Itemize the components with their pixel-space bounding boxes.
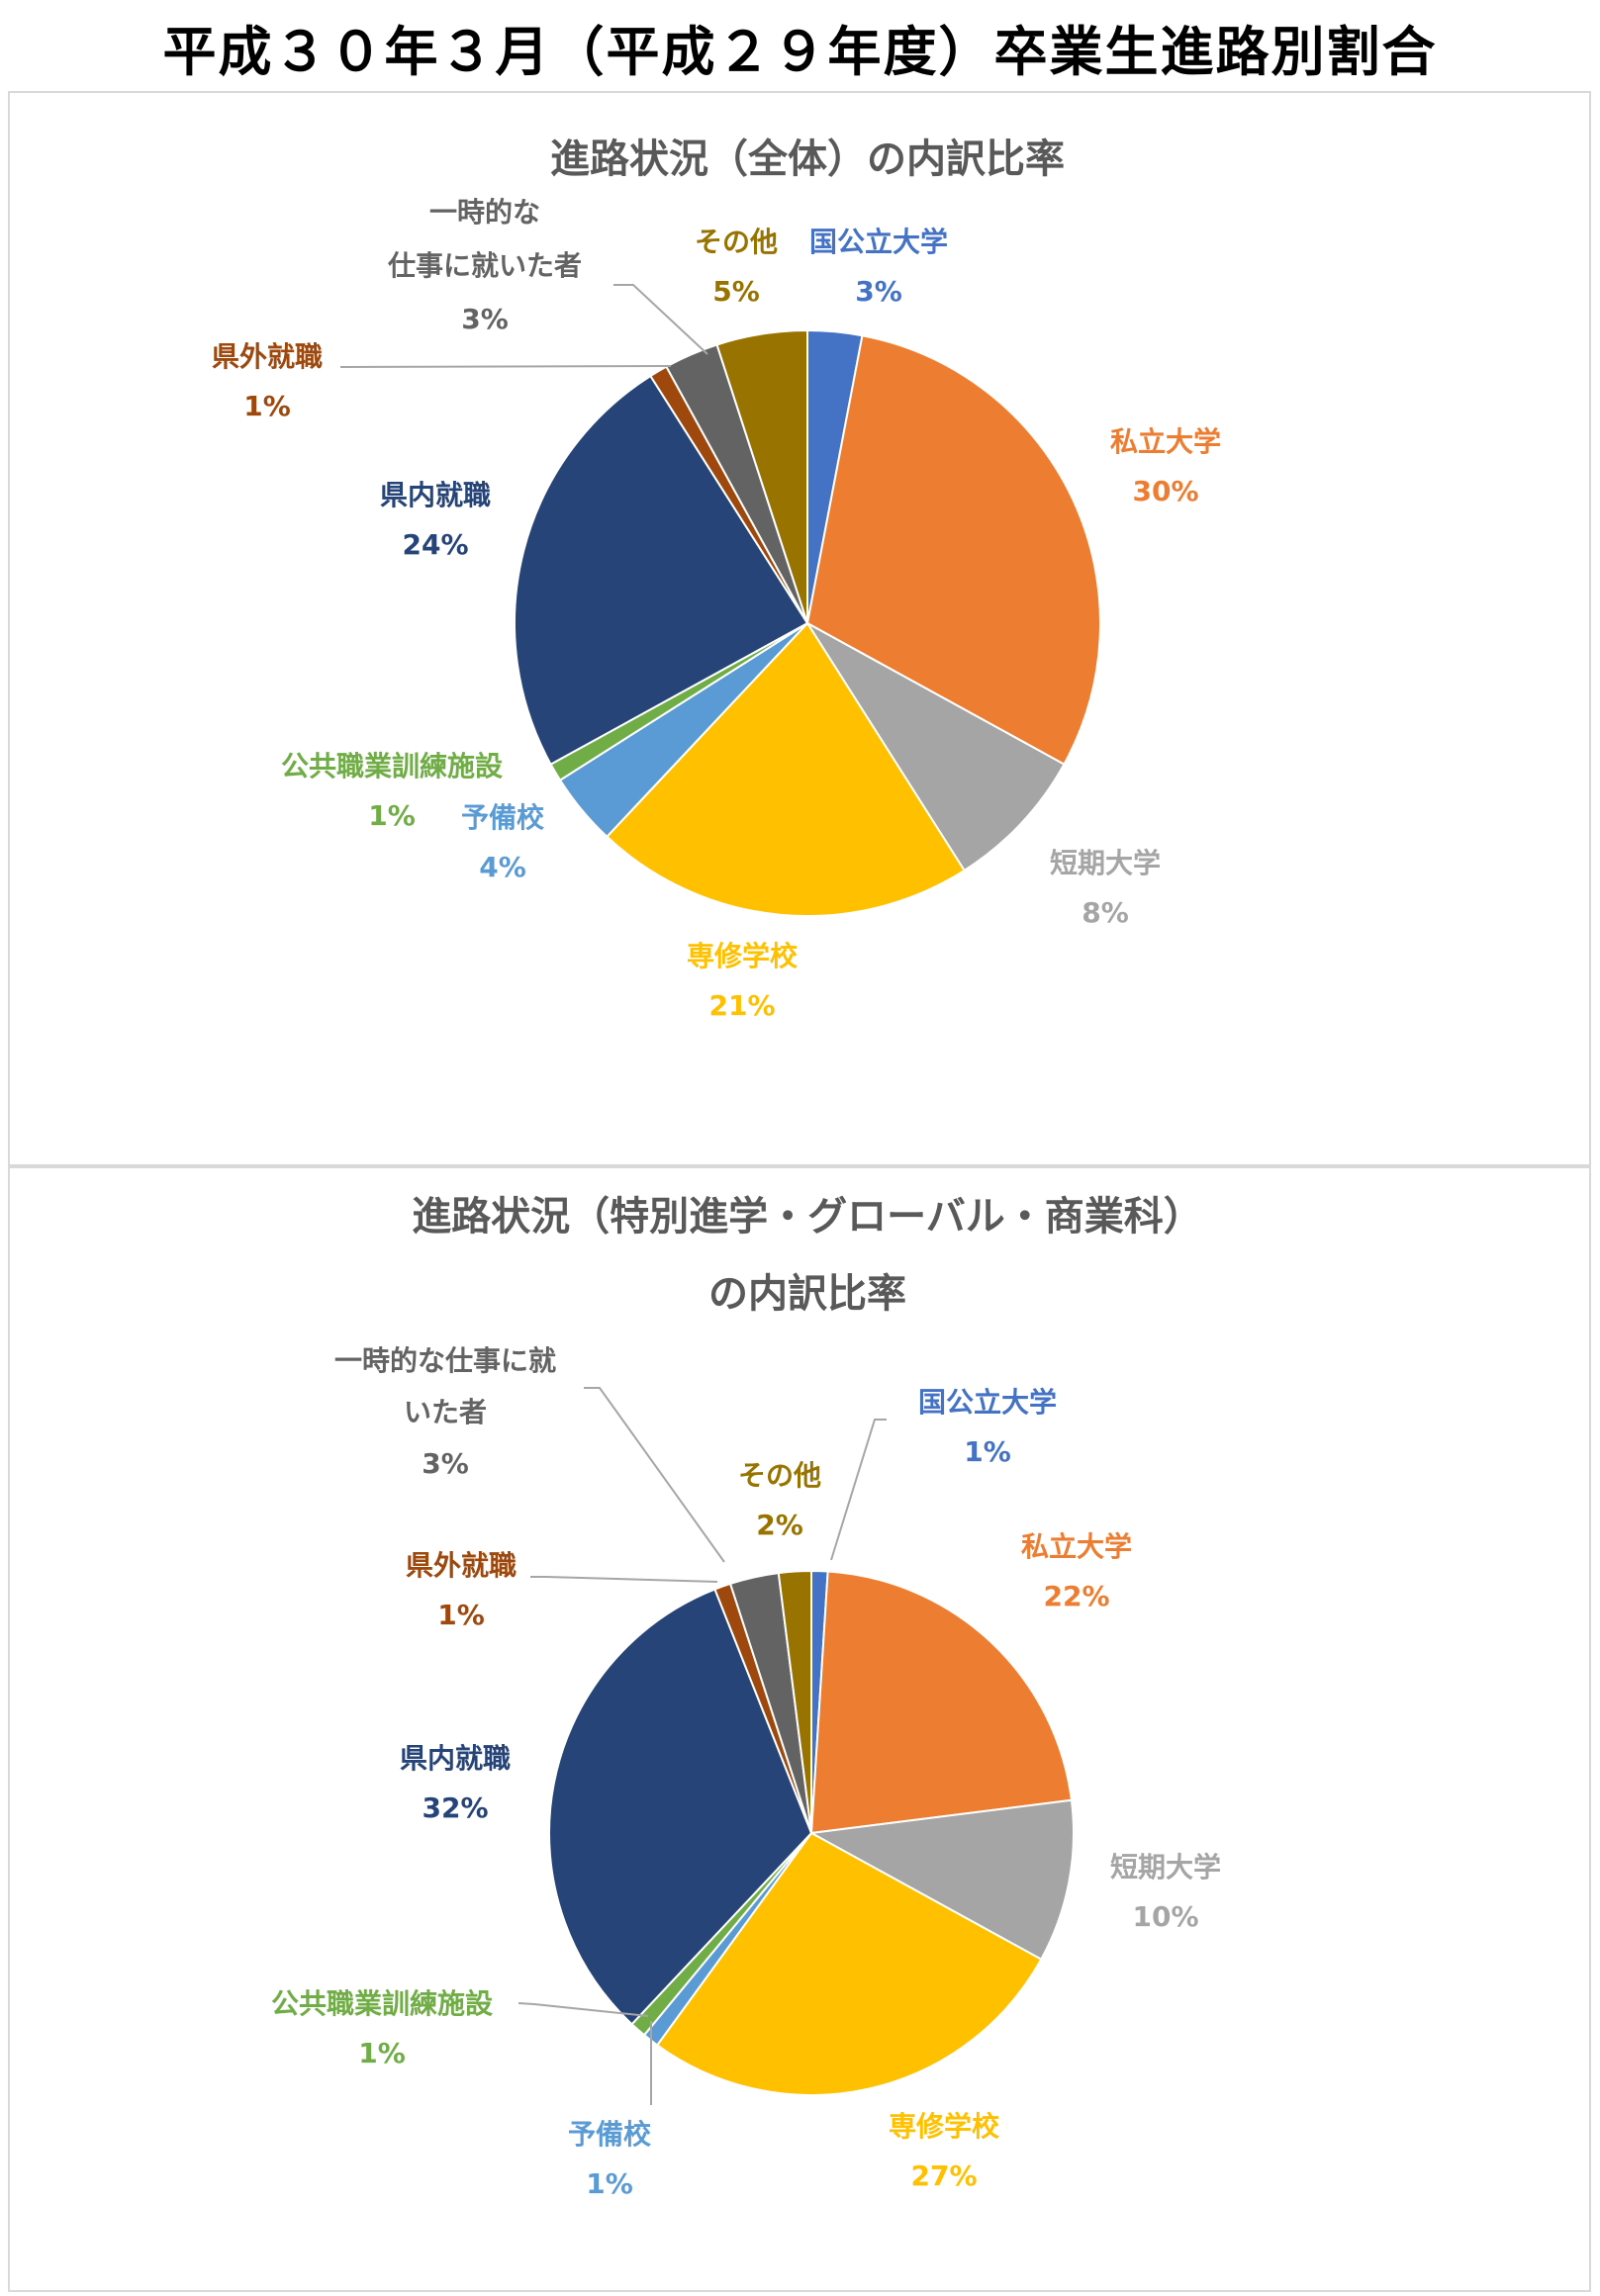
data-label-category: 予備校 <box>568 2118 652 2151</box>
data-label-value: 3% <box>855 275 902 308</box>
data-label-national-university: 国公立大学 1% <box>918 1386 1057 1468</box>
data-label-temporary-work: 一時的な仕事に就いた者 3% <box>387 196 582 335</box>
chart-panel-special-courses: 進路状況（特別進学・グローバル・商業科） の内訳比率国公立大学 1% 私立大学 22% 短… <box>8 1166 1591 2292</box>
leader-line-temporary-work <box>584 1387 725 1563</box>
data-label-vocational-school: 専修学校 27% <box>889 2110 1000 2192</box>
data-label-local-employment: 県内就職 24% <box>380 479 491 561</box>
data-label-value: 3% <box>422 1447 469 1480</box>
data-label-public-vocational-training: 公共職業訓練施設 1% <box>271 1987 494 2069</box>
data-label-category: その他 <box>738 1459 821 1492</box>
data-label-category: 国公立大学 <box>918 1386 1057 1419</box>
data-label-vocational-school: 専修学校 21% <box>687 940 799 1022</box>
data-label-value: 3% <box>461 303 509 335</box>
data-label-value: 1% <box>437 1599 485 1631</box>
data-label-value: 8% <box>1082 896 1129 929</box>
pie-slices <box>548 1569 1075 2096</box>
leader-line-public-vocational-training <box>518 2002 649 2017</box>
pie-slice-other <box>777 1569 812 1834</box>
leader-line-outside-employment <box>530 1576 718 1583</box>
data-label-category: 専修学校 <box>889 2110 1000 2143</box>
data-label-category: 県外就職 <box>406 1549 517 1582</box>
pie-slice-private-university <box>809 1570 1074 1835</box>
data-label-category: 県内就職 <box>380 479 491 511</box>
pie-slice-local-employment <box>548 1588 813 2026</box>
data-label-value: 1% <box>243 390 291 422</box>
data-label-category: いた者 <box>404 1396 487 1428</box>
data-label-category: 一時的な仕事に就 <box>334 1344 556 1377</box>
data-label-category: 仕事に就いた者 <box>387 249 582 282</box>
data-label-category: 専修学校 <box>687 940 799 972</box>
data-label-prep-school: 予備校 4% <box>461 801 545 883</box>
data-label-category: 私立大学 <box>1110 425 1221 458</box>
data-label-value: 27% <box>910 2159 977 2192</box>
data-label-category: 県内就職 <box>400 1742 511 1775</box>
data-label-public-vocational-training: 公共職業訓練施設 1% <box>281 750 504 832</box>
data-label-national-university: 国公立大学 3% <box>809 226 948 308</box>
data-label-category: 公共職業訓練施設 <box>271 1987 494 2020</box>
data-label-category: 予備校 <box>461 801 545 834</box>
data-label-value: 30% <box>1132 475 1198 507</box>
leader-line-outside-employment <box>339 365 672 368</box>
data-label-value: 1% <box>586 2167 633 2200</box>
data-label-other: その他 5% <box>695 226 778 308</box>
data-label-outside-employment: 県外就職 1% <box>406 1549 517 1631</box>
pie-slice-private-university <box>805 334 1101 766</box>
pie-slice-vocational-school <box>605 621 966 917</box>
data-label-value: 10% <box>1132 1900 1198 1933</box>
chart-title-line: 進路状況（全体）の内訳比率 <box>550 137 1065 182</box>
data-label-value: 22% <box>1043 1580 1109 1612</box>
data-label-value: 2% <box>756 1509 803 1541</box>
data-label-local-employment: 県内就職 32% <box>400 1742 511 1824</box>
data-label-value: 1% <box>368 799 416 832</box>
chart-title-line: の内訳比率 <box>708 1271 906 1317</box>
pie-slice-junior-college <box>806 622 1066 872</box>
page-title: 平成３０年３月（平成２９年度）卒業生進路別割合 <box>162 21 1438 83</box>
data-label-category: その他 <box>695 226 778 258</box>
data-label-other: その他 2% <box>738 1459 821 1541</box>
data-label-category: 県外就職 <box>212 340 323 373</box>
pie-slice-local-employment <box>514 374 809 766</box>
data-label-prep-school: 予備校 1% <box>568 2118 652 2200</box>
data-label-value: 24% <box>402 528 468 561</box>
data-label-private-university: 私立大学 30% <box>1110 425 1221 507</box>
data-label-category: 一時的な <box>429 196 540 229</box>
leader-line-temporary-work <box>613 284 708 355</box>
data-label-private-university: 私立大学 22% <box>1021 1530 1132 1612</box>
data-label-category: 短期大学 <box>1050 847 1161 879</box>
pie-slice-junior-college <box>807 1798 1075 1962</box>
pie-slice-vocational-school <box>655 1831 1043 2096</box>
data-label-value: 1% <box>358 2037 406 2069</box>
data-label-outside-employment: 県外就職 1% <box>212 340 323 422</box>
data-label-category: 公共職業訓練施設 <box>281 750 504 782</box>
data-label-category: 私立大学 <box>1021 1530 1132 1563</box>
chart-panel-overall: 進路状況（全体）の内訳比率国公立大学 3% 私立大学 30% 短期大学 8% 専修学校 21%… <box>8 91 1591 1166</box>
leader-line-national-university <box>830 1419 887 1561</box>
chart-title-line: 進路状況（特別進学・グローバル・商業科） <box>412 1194 1203 1240</box>
data-label-junior-college: 短期大学 8% <box>1050 847 1161 929</box>
data-label-value: 4% <box>479 851 526 883</box>
data-label-value: 32% <box>422 1791 488 1824</box>
data-label-value: 5% <box>712 275 760 308</box>
pie-slice-other <box>715 328 808 624</box>
data-label-category: 短期大学 <box>1110 1851 1221 1883</box>
data-label-junior-college: 短期大学 10% <box>1110 1851 1221 1933</box>
data-label-temporary-work: 一時的な仕事に就いた者 3% <box>334 1344 556 1480</box>
pie-slices <box>514 328 1101 917</box>
data-label-value: 21% <box>708 989 775 1022</box>
data-label-value: 1% <box>964 1435 1011 1468</box>
data-label-category: 国公立大学 <box>809 226 948 258</box>
